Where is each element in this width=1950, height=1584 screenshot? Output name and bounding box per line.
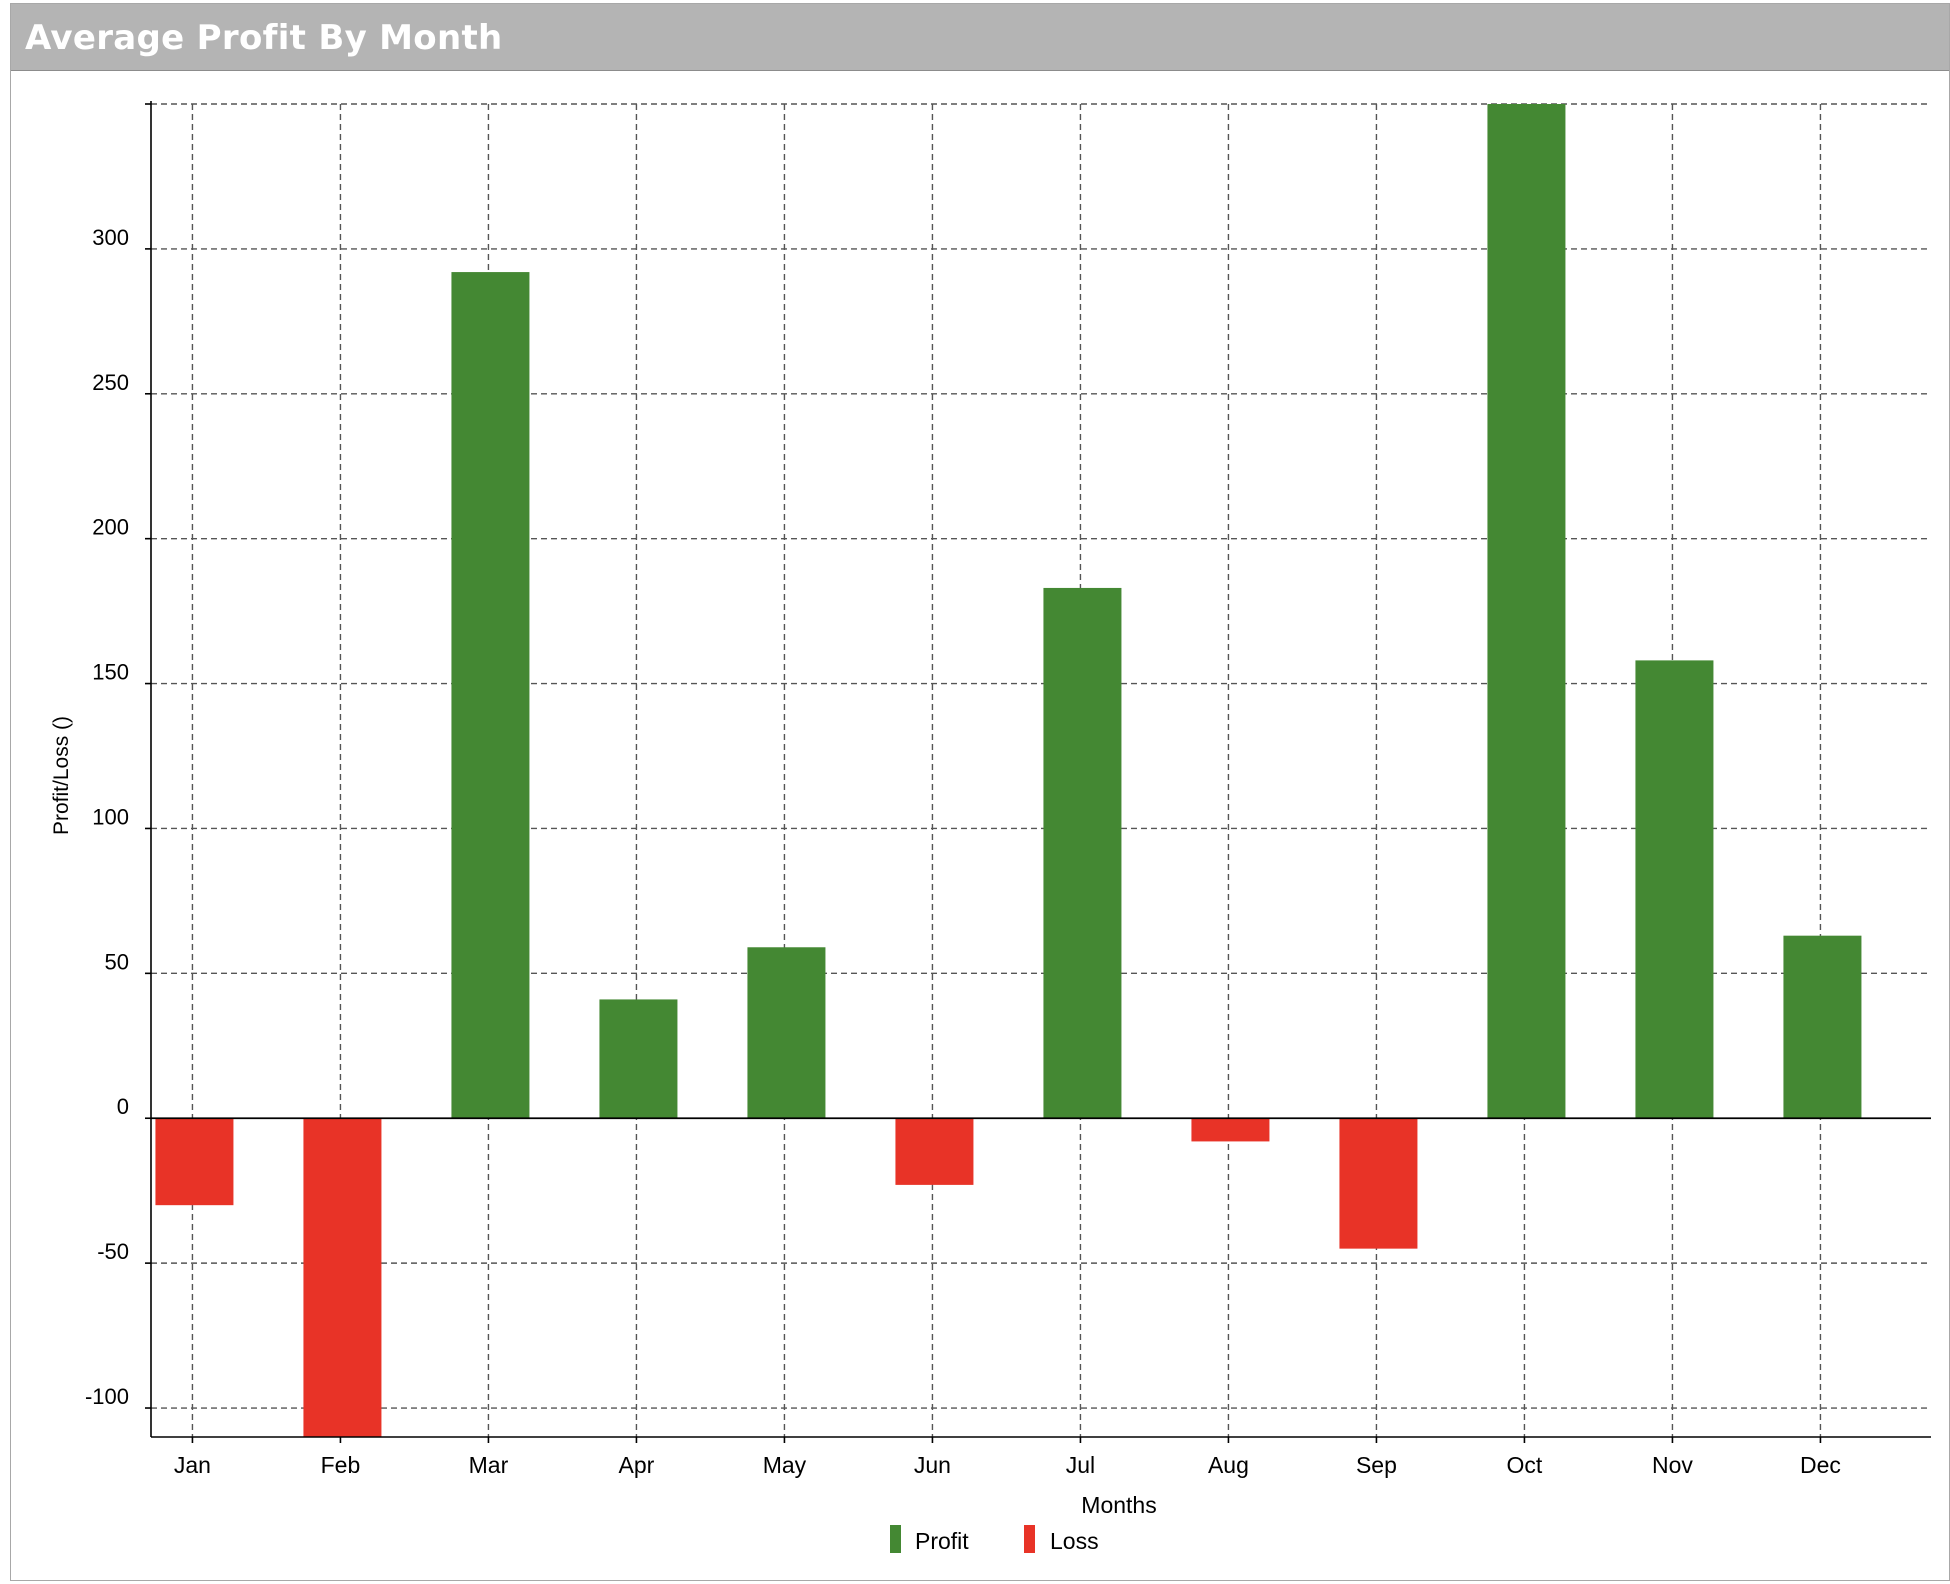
y-tick-label: 300 <box>92 225 129 250</box>
x-tick-label: Aug <box>1208 1452 1249 1478</box>
legend-label-profit: Profit <box>915 1528 969 1554</box>
x-tick-label: Sep <box>1356 1452 1397 1478</box>
x-tick-label: Oct <box>1507 1452 1543 1478</box>
y-axis-title: Profit/Loss () <box>50 716 73 835</box>
y-tick-label: -100 <box>85 1384 129 1409</box>
x-tick-label: Feb <box>321 1452 361 1478</box>
y-tick-label: 0 <box>117 1094 129 1119</box>
window-title: Average Profit By Month <box>25 18 503 58</box>
y-tick-label: 250 <box>92 370 129 395</box>
loss-bar <box>895 1118 974 1185</box>
y-tick-label: 100 <box>92 804 129 829</box>
loss-bar <box>1339 1118 1418 1249</box>
profit-bar <box>1783 935 1862 1119</box>
loss-bar <box>303 1118 382 1437</box>
x-tick-label: Jul <box>1066 1452 1095 1478</box>
profit-bar <box>747 947 826 1119</box>
legend-label-loss: Loss <box>1050 1528 1099 1554</box>
y-tick-label: 150 <box>92 660 129 685</box>
profit-bar <box>599 999 678 1119</box>
y-tick-label: 50 <box>105 949 129 974</box>
x-tick-label: Apr <box>619 1452 655 1478</box>
x-tick-label: Jan <box>174 1452 211 1478</box>
loss-bar <box>155 1118 234 1206</box>
loss-bar <box>1191 1118 1270 1142</box>
x-tick-label: Jun <box>914 1452 951 1478</box>
profit-bar <box>1487 104 1566 1119</box>
x-tick-label: Nov <box>1652 1452 1693 1478</box>
profit-bar <box>1043 587 1122 1119</box>
profit-bar <box>451 272 530 1119</box>
profit-bar <box>1635 660 1714 1119</box>
x-tick-label: Mar <box>469 1452 509 1478</box>
title-bar: Average Profit By Month <box>11 4 1949 71</box>
x-axis-title: Months <box>1081 1492 1156 1518</box>
x-tick-label: May <box>763 1452 807 1478</box>
x-tick-label: Dec <box>1800 1452 1841 1478</box>
y-tick-label: 200 <box>92 515 129 540</box>
legend-swatch-profit <box>890 1525 901 1553</box>
legend-swatch-loss <box>1024 1525 1035 1553</box>
y-tick-label: -50 <box>97 1239 129 1264</box>
